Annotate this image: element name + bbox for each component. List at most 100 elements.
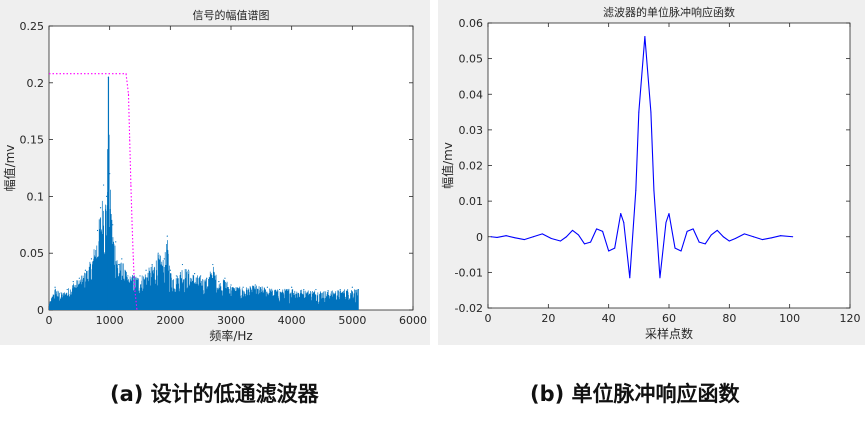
y-tick-label: 0.02 — [459, 160, 484, 173]
x-tick-label: 1000 — [96, 314, 124, 327]
line-point — [644, 36, 646, 38]
spectrum-point — [339, 288, 341, 291]
y-axis-label: 幅值/mv — [2, 145, 17, 192]
line-point — [125, 73, 127, 75]
y-tick-label: 0.06 — [459, 17, 484, 30]
y-tick-label: 0.01 — [459, 195, 484, 208]
spectrum-point — [351, 286, 353, 288]
spectrum-point — [72, 281, 74, 283]
amplitude-spectrum-chart: 0 1000 2000 3000 4000 5000 6000 0 0.05 0.1 0.15 0.2… — [2, 8, 427, 343]
y-tick-label: 0.2 — [27, 77, 45, 90]
line-point — [132, 258, 134, 260]
chart-title: 滤波器的单位脉冲响应函数 — [603, 5, 735, 19]
line-point — [590, 241, 592, 243]
line-point — [550, 238, 552, 240]
line-point — [620, 213, 622, 215]
line-point — [780, 235, 782, 237]
spectrum-point — [106, 195, 108, 197]
spectrum-point — [303, 288, 305, 291]
line-point — [734, 238, 736, 240]
x-axis-label: 采样点数 — [645, 326, 693, 341]
spectrum-point — [224, 277, 226, 279]
spectrum-point — [278, 288, 281, 291]
y-tick-label: 0 — [476, 231, 483, 244]
y-tick-label: 0 — [37, 304, 44, 317]
spectrum-point — [151, 263, 153, 266]
chart-panel-b: 0 20 40 60 80 100 120 -0.02 -0.01 0 0.01 0.02 0.03 0.… — [438, 0, 865, 345]
line-point — [578, 234, 579, 236]
series-group — [490, 35, 794, 279]
line-point — [762, 239, 764, 241]
spectrum-point — [103, 184, 105, 186]
line-point — [629, 277, 631, 279]
x-tick-label: 100 — [779, 312, 800, 325]
line-point — [659, 277, 661, 279]
spectrum-point — [357, 288, 359, 291]
x-tick-label: 0 — [485, 312, 492, 325]
spectrum-point — [175, 275, 177, 277]
spectrum-point — [78, 277, 80, 279]
line-point — [505, 235, 507, 237]
spectrum-point — [166, 235, 168, 237]
line-point — [692, 228, 694, 230]
spectrum-point — [181, 263, 184, 266]
line-point — [674, 247, 676, 249]
x-tick-label: 3000 — [217, 314, 245, 327]
line-point — [722, 236, 724, 238]
spectrum-point — [291, 286, 293, 288]
y-tick-label: -0.02 — [455, 302, 483, 315]
x-tick-label: 60 — [662, 312, 676, 325]
spectrum-point — [115, 241, 117, 243]
line-point — [704, 243, 706, 245]
line-point — [614, 247, 616, 249]
line-point — [710, 234, 712, 236]
y-tick-label: 0.25 — [20, 20, 45, 33]
y-tick-label: 0.05 — [20, 247, 45, 260]
caption-a: (a) 设计的低通滤波器 — [110, 382, 319, 406]
x-tick-label: 6000 — [399, 314, 427, 327]
spectrum-series — [49, 90, 359, 310]
filter-response-line — [49, 73, 138, 310]
y-tick-label: 0.04 — [459, 88, 484, 101]
x-tick-label: 80 — [722, 312, 736, 325]
spectrum-point — [49, 303, 50, 305]
line-point — [49, 73, 50, 75]
line-point — [716, 229, 718, 231]
line-point — [668, 213, 670, 215]
line-point — [131, 224, 133, 226]
x-tick-label: 0 — [46, 314, 53, 327]
caption-b: (b) 单位脉冲响应函数 — [530, 382, 740, 406]
spectrum-point — [157, 252, 159, 254]
spectrum-point — [242, 286, 244, 288]
spectrum-point — [54, 286, 56, 288]
line-point — [743, 233, 745, 235]
spectrum-point — [206, 277, 208, 279]
x-tick-label: 2000 — [156, 314, 184, 327]
spectrum-point — [139, 275, 141, 277]
plot-area — [487, 22, 851, 309]
spectrum-point — [254, 284, 256, 286]
spectrum-point — [107, 76, 110, 78]
spectrum-point — [169, 269, 171, 271]
line-point — [496, 236, 498, 238]
line-point — [608, 250, 610, 252]
line-point — [490, 236, 492, 238]
spectrum-point — [315, 288, 317, 291]
x-tick-label: 4000 — [278, 314, 306, 327]
spectrum-point — [90, 258, 93, 260]
line-point — [771, 237, 773, 239]
spectrum-point — [121, 258, 123, 260]
x-tick-label: 5000 — [338, 314, 366, 327]
line-point — [686, 230, 688, 232]
y-tick-label: 0.03 — [459, 124, 484, 137]
line-point — [653, 189, 655, 191]
line-point — [532, 236, 534, 238]
line-point — [596, 228, 598, 230]
line-point — [129, 139, 131, 141]
y-tick-label: 0.05 — [459, 53, 484, 66]
line-point — [650, 111, 652, 113]
line-point — [130, 184, 132, 186]
spectrum-point — [66, 288, 68, 291]
line-point — [571, 229, 573, 231]
line-point — [541, 233, 543, 235]
